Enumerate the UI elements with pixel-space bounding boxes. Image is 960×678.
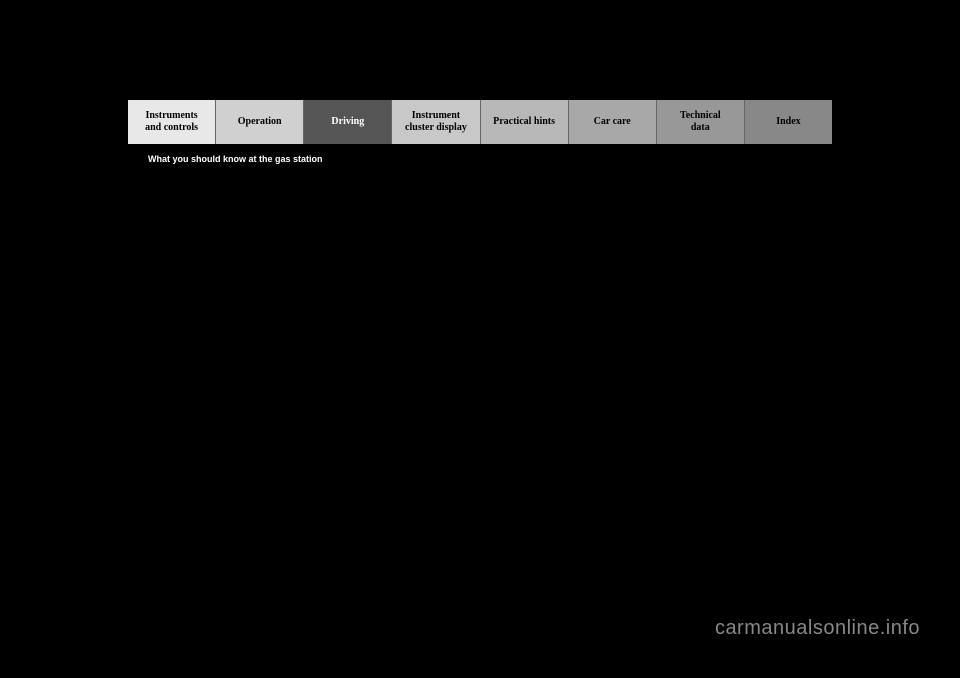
- tab-instrument-cluster-display[interactable]: Instrumentcluster display: [392, 100, 480, 144]
- tab-car-care[interactable]: Car care: [569, 100, 657, 144]
- watermark: carmanualsonline.info: [715, 617, 920, 640]
- tab-instruments-controls[interactable]: Instrumentsand controls: [128, 100, 216, 144]
- tab-index[interactable]: Index: [745, 100, 832, 144]
- tab-practical-hints[interactable]: Practical hints: [481, 100, 569, 144]
- tab-operation[interactable]: Operation: [216, 100, 304, 144]
- section-tabs: Instrumentsand controls Operation Drivin…: [128, 100, 832, 144]
- tab-technical-data[interactable]: Technicaldata: [657, 100, 745, 144]
- section-subtitle: What you should know at the gas station: [148, 154, 832, 164]
- manual-page: Instrumentsand controls Operation Drivin…: [128, 100, 832, 164]
- tab-driving[interactable]: Driving: [304, 100, 392, 144]
